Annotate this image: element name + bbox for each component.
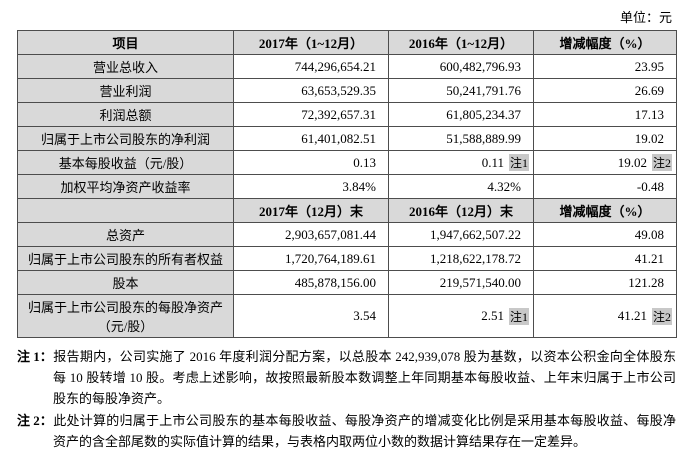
item-cell: 总资产 <box>17 222 234 247</box>
col-header-change-2: 增减幅度（%） <box>533 198 677 223</box>
item-cell: 归属于上市公司股东的每股净资产（元/股） <box>17 294 234 338</box>
change-cell: 121.28 <box>533 270 677 295</box>
note1-reference: 注1 <box>508 307 529 325</box>
table-row-basic-eps: 基本每股收益（元/股） 0.13 0.11 注1 19.02 注2 <box>17 150 677 175</box>
value-2017-cell: 744,296,654.21 <box>233 54 389 79</box>
income-header-row: 项目 2017年（1~12月） 2016年（1~12月） 增减幅度（%） <box>17 30 677 55</box>
col-header-change: 增减幅度（%） <box>533 30 677 55</box>
value-2016-cell: 51,588,889.99 <box>388 126 534 151</box>
value-2016-number: 2.51 <box>481 308 504 323</box>
balance-header-row: 2017年（12月）末 2016年（12月）末 增减幅度（%） <box>17 198 677 223</box>
value-2016-cell: 50,241,791.76 <box>388 78 534 103</box>
value-2016-number: 0.11 <box>481 154 504 170</box>
footnote-1-label: 注 1： <box>17 349 53 364</box>
change-cell: 19.02 <box>533 126 677 151</box>
value-2016-cell: 4.32% <box>388 174 534 199</box>
change-number: 41.21 <box>617 308 647 323</box>
change-number: 19.02 <box>617 154 647 170</box>
value-2017-cell: 3.84% <box>233 174 389 199</box>
value-2017-cell: 72,392,657.31 <box>233 102 389 127</box>
financial-summary-table: 项目 2017年（1~12月） 2016年（1~12月） 增减幅度（%） 营业总… <box>17 30 677 338</box>
value-2016-cell: 1,218,622,178.72 <box>388 246 534 271</box>
item-cell: 加权平均净资产收益率 <box>17 174 234 199</box>
note2-reference: 注2 <box>651 307 672 325</box>
table-row-total-assets: 总资产 2,903,657,081.44 1,947,662,507.22 49… <box>17 222 677 247</box>
item-cell: 营业利润 <box>17 78 234 103</box>
item-cell: 归属于上市公司股东的所有者权益 <box>17 246 234 271</box>
table-row-share-capital: 股本 485,878,156.00 219,571,540.00 121.28 <box>17 270 677 295</box>
col-header-item: 项目 <box>17 30 234 55</box>
value-2016-cell: 61,805,234.37 <box>388 102 534 127</box>
table-row-total-profit: 利润总额 72,392,657.31 61,805,234.37 17.13 <box>17 102 677 127</box>
change-cell: -0.48 <box>533 174 677 199</box>
change-cell: 23.95 <box>533 54 677 79</box>
table-row-weighted-roe: 加权平均净资产收益率 3.84% 4.32% -0.48 <box>17 174 677 199</box>
table-row-operating-profit: 营业利润 63,653,529.35 50,241,791.76 26.69 <box>17 78 677 103</box>
footnote-1-text: 报告期内，公司实施了 2016 年度利润分配方案，以总股本 242,939,07… <box>53 349 676 406</box>
change-cell: 41.21 注2 <box>533 294 677 338</box>
value-2017-cell: 0.13 <box>233 150 389 175</box>
value-2017-cell: 2,903,657,081.44 <box>233 222 389 247</box>
unit-label: 单位：元 <box>619 10 672 25</box>
footnote-1: 注 1：报告期内，公司实施了 2016 年度利润分配方案，以总股本 242,93… <box>17 347 676 409</box>
value-2016-cell: 219,571,540.00 <box>388 270 534 295</box>
col-header-2016-end: 2016年（12月）末 <box>388 198 534 223</box>
value-2016-cell: 2.51 注1 <box>388 294 534 338</box>
value-2016-cell: 600,482,796.93 <box>388 54 534 79</box>
item-cell: 基本每股收益（元/股） <box>17 150 234 175</box>
change-cell: 41.21 <box>533 246 677 271</box>
table-row-owners-equity: 归属于上市公司股东的所有者权益 1,720,764,189.61 1,218,6… <box>17 246 677 271</box>
value-2016-cell: 1,947,662,507.22 <box>388 222 534 247</box>
value-2017-cell: 61,401,082.51 <box>233 126 389 151</box>
footnotes-section: 注 1：报告期内，公司实施了 2016 年度利润分配方案，以总股本 242,93… <box>17 347 676 453</box>
value-2017-cell: 1,720,764,189.61 <box>233 246 389 271</box>
change-cell: 19.02 注2 <box>533 150 677 175</box>
col-header-2017-period: 2017年（1~12月） <box>233 30 389 55</box>
value-2017-cell: 485,878,156.00 <box>233 270 389 295</box>
change-cell: 26.69 <box>533 78 677 103</box>
col-header-blank <box>17 198 234 223</box>
note1-reference: 注1 <box>508 154 529 171</box>
value-2017-cell: 63,653,529.35 <box>233 78 389 103</box>
item-cell: 股本 <box>17 270 234 295</box>
table-row-net-profit-attributable: 归属于上市公司股东的净利润 61,401,082.51 51,588,889.9… <box>17 126 677 151</box>
footnote-2-label: 注 2： <box>17 413 53 429</box>
table-row-net-assets-per-share: 归属于上市公司股东的每股净资产（元/股） 3.54 2.51 注1 41.21 … <box>17 294 677 338</box>
col-header-2017-end: 2017年（12月）末 <box>233 198 389 223</box>
change-cell: 17.13 <box>533 102 677 127</box>
item-cell: 利润总额 <box>17 102 234 127</box>
footnote-2-text: 此处计算的归属于上市公司股东的基本每股收益、每股净资产的增减变化比例是采用基本每… <box>53 413 676 450</box>
item-cell: 归属于上市公司股东的净利润 <box>17 126 234 151</box>
col-header-2016-period: 2016年（1~12月） <box>388 30 534 55</box>
footnote-2: 注 2：此处计算的归属于上市公司股东的基本每股收益、每股净资产的增减变化比例是采… <box>17 411 676 453</box>
change-cell: 49.08 <box>533 222 677 247</box>
value-2017-cell: 3.54 <box>233 294 389 338</box>
item-cell: 营业总收入 <box>17 54 234 79</box>
table-row-total-revenue: 营业总收入 744,296,654.21 600,482,796.93 23.9… <box>17 54 677 79</box>
note2-reference: 注2 <box>651 154 672 171</box>
value-2016-cell: 0.11 注1 <box>388 150 534 175</box>
